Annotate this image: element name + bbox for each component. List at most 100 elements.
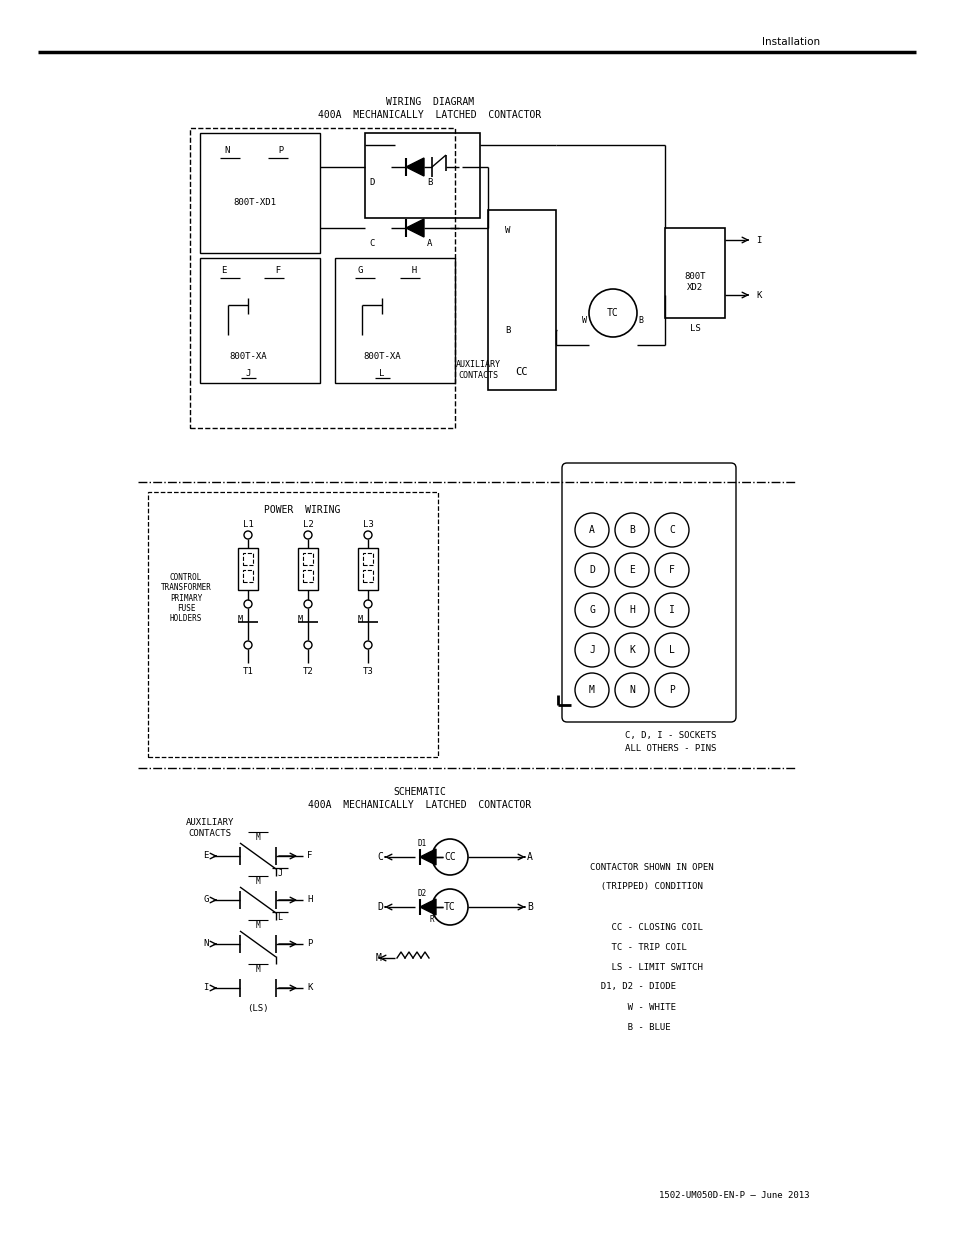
Text: L3: L3 bbox=[362, 520, 373, 529]
Text: J: J bbox=[588, 645, 595, 655]
Text: CONTACTOR SHOWN IN OPEN: CONTACTOR SHOWN IN OPEN bbox=[589, 862, 713, 872]
Text: K: K bbox=[755, 290, 760, 300]
Text: G         H: G H bbox=[358, 266, 417, 274]
Text: E: E bbox=[628, 564, 635, 576]
Text: F: F bbox=[668, 564, 674, 576]
Text: M: M bbox=[588, 685, 595, 695]
Text: AUXILIARY
CONTACTS: AUXILIARY CONTACTS bbox=[186, 819, 233, 837]
Text: M: M bbox=[255, 878, 260, 887]
Text: TC - TRIP COIL: TC - TRIP COIL bbox=[589, 942, 686, 951]
Text: K: K bbox=[307, 983, 313, 993]
Text: M: M bbox=[357, 615, 362, 624]
Text: T2: T2 bbox=[302, 667, 313, 676]
Text: ALL OTHERS - PINS: ALL OTHERS - PINS bbox=[624, 743, 716, 752]
Bar bbox=[237, 548, 257, 590]
Text: C: C bbox=[668, 525, 674, 535]
Text: B: B bbox=[505, 326, 510, 335]
Text: LS: LS bbox=[689, 324, 700, 332]
Text: L: L bbox=[668, 645, 674, 655]
Text: B: B bbox=[638, 315, 643, 325]
Text: G: G bbox=[203, 895, 209, 904]
Bar bbox=[357, 548, 377, 590]
Text: 400A  MECHANICALLY  LATCHED  CONTACTOR: 400A MECHANICALLY LATCHED CONTACTOR bbox=[308, 800, 531, 810]
Text: 400A  MECHANICALLY  LATCHED  CONTACTOR: 400A MECHANICALLY LATCHED CONTACTOR bbox=[318, 110, 541, 120]
Text: D: D bbox=[376, 902, 382, 911]
Text: POWER  WIRING: POWER WIRING bbox=[264, 505, 340, 515]
Text: B: B bbox=[427, 178, 433, 186]
Text: P: P bbox=[668, 685, 674, 695]
Text: T1: T1 bbox=[242, 667, 253, 676]
Text: G: G bbox=[588, 605, 595, 615]
Bar bbox=[363, 571, 373, 582]
Text: AUXILIARY
CONTACTS: AUXILIARY CONTACTS bbox=[455, 361, 500, 379]
Text: D1, D2 - DIODE: D1, D2 - DIODE bbox=[589, 983, 676, 992]
Text: N         P: N P bbox=[225, 146, 284, 154]
Polygon shape bbox=[419, 899, 436, 915]
Bar bbox=[365, 133, 479, 219]
Text: T3: T3 bbox=[362, 667, 373, 676]
Polygon shape bbox=[406, 219, 423, 237]
Bar bbox=[243, 553, 253, 564]
Bar bbox=[303, 571, 313, 582]
Text: TC: TC bbox=[444, 902, 456, 911]
Text: M: M bbox=[255, 921, 260, 930]
Text: M: M bbox=[375, 953, 381, 963]
Polygon shape bbox=[419, 848, 436, 864]
Text: 1502-UM050D-EN-P – June 2013: 1502-UM050D-EN-P – June 2013 bbox=[659, 1192, 809, 1200]
Text: E: E bbox=[203, 851, 209, 861]
Text: CC - CLOSING COIL: CC - CLOSING COIL bbox=[589, 923, 702, 931]
Text: L2: L2 bbox=[302, 520, 313, 529]
Text: H: H bbox=[628, 605, 635, 615]
Text: B: B bbox=[628, 525, 635, 535]
Bar bbox=[190, 128, 455, 429]
Text: M: M bbox=[255, 966, 260, 974]
Text: W: W bbox=[582, 315, 587, 325]
Text: L: L bbox=[277, 914, 282, 923]
Text: A: A bbox=[588, 525, 595, 535]
Bar bbox=[148, 492, 437, 757]
Text: 800T-XD1: 800T-XD1 bbox=[233, 198, 276, 206]
Text: A: A bbox=[526, 852, 533, 862]
Text: B - BLUE: B - BLUE bbox=[589, 1023, 670, 1031]
Text: L1: L1 bbox=[242, 520, 253, 529]
Bar bbox=[243, 571, 253, 582]
Text: H: H bbox=[307, 895, 313, 904]
Text: C: C bbox=[369, 238, 375, 247]
Text: I: I bbox=[668, 605, 674, 615]
Bar bbox=[303, 553, 313, 564]
Text: (LS): (LS) bbox=[247, 1004, 269, 1013]
Text: TC: TC bbox=[606, 308, 618, 317]
Text: 800T-XA: 800T-XA bbox=[229, 352, 267, 361]
Text: CC: CC bbox=[516, 367, 528, 377]
Text: (TRIPPED) CONDITION: (TRIPPED) CONDITION bbox=[589, 883, 702, 892]
Bar bbox=[200, 258, 319, 383]
Bar bbox=[363, 553, 373, 564]
Text: P: P bbox=[307, 940, 313, 948]
Text: N: N bbox=[203, 940, 209, 948]
Text: SCHEMATIC: SCHEMATIC bbox=[394, 787, 446, 797]
Text: W: W bbox=[505, 226, 510, 235]
Bar bbox=[488, 210, 556, 390]
Text: WIRING  DIAGRAM: WIRING DIAGRAM bbox=[386, 98, 474, 107]
Text: D: D bbox=[588, 564, 595, 576]
Bar bbox=[664, 228, 724, 317]
Text: 800T
XD2: 800T XD2 bbox=[683, 272, 705, 291]
Text: D1: D1 bbox=[416, 839, 426, 847]
Text: Installation: Installation bbox=[761, 37, 820, 47]
Polygon shape bbox=[406, 158, 423, 177]
Text: K: K bbox=[628, 645, 635, 655]
Text: CC: CC bbox=[444, 852, 456, 862]
Text: F: F bbox=[307, 851, 313, 861]
Text: E         F: E F bbox=[222, 266, 281, 274]
Text: B: B bbox=[526, 902, 533, 911]
Text: R: R bbox=[429, 914, 434, 924]
Bar bbox=[200, 133, 319, 253]
Bar bbox=[297, 548, 317, 590]
Text: M: M bbox=[255, 834, 260, 842]
Text: W - WHITE: W - WHITE bbox=[589, 1003, 676, 1011]
Text: N: N bbox=[628, 685, 635, 695]
Text: L: L bbox=[379, 368, 384, 378]
Text: J: J bbox=[245, 368, 251, 378]
Text: M: M bbox=[297, 615, 302, 624]
Text: C, D, I - SOCKETS: C, D, I - SOCKETS bbox=[624, 730, 716, 740]
